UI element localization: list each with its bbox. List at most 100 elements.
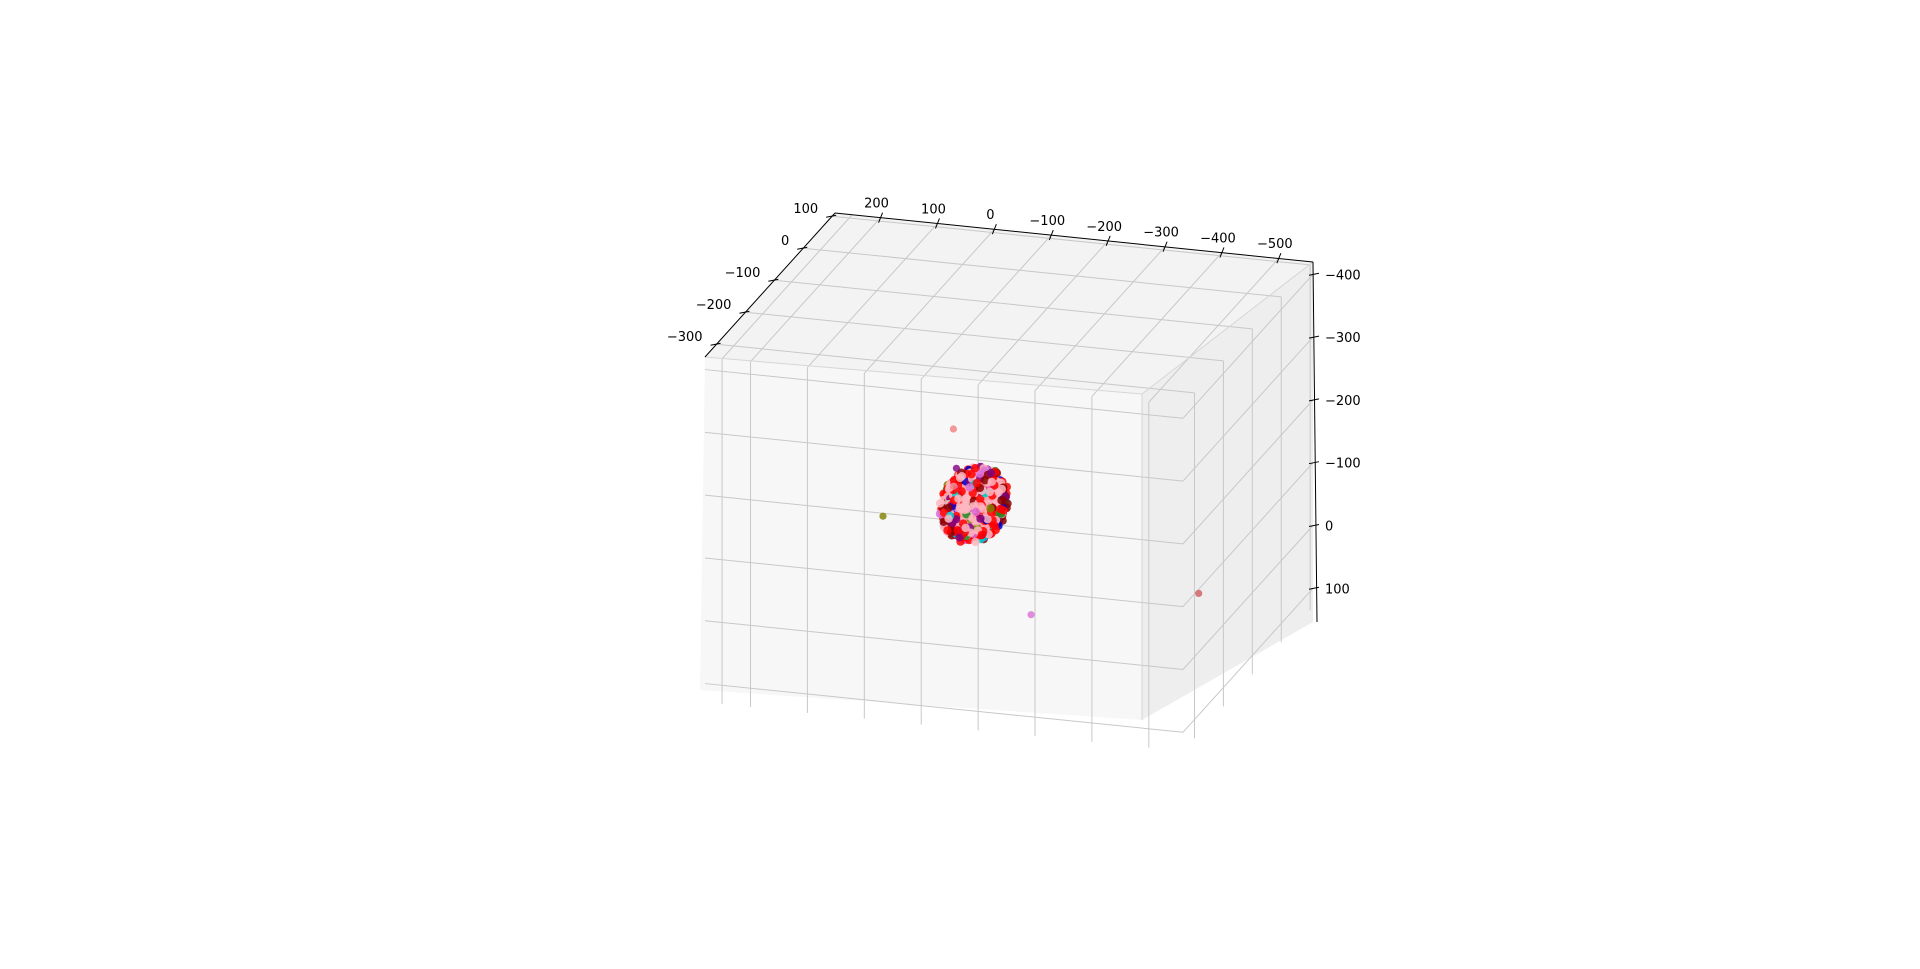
z-axis-line — [1312, 261, 1318, 623]
point — [990, 521, 999, 531]
point — [997, 496, 1006, 505]
x-axis-line — [834, 212, 1314, 263]
grid-line-y-top-0 — [832, 215, 1311, 266]
outlier-point-2 — [950, 482, 958, 490]
x-tick-label-7: −500 — [1257, 237, 1293, 252]
y-axis-line — [704, 212, 836, 358]
pane-edges — [704, 261, 1314, 720]
point — [967, 470, 976, 479]
point — [977, 530, 986, 540]
outlier-point-0 — [949, 425, 958, 433]
grid-line-z-side-3 — [1182, 462, 1314, 608]
point — [960, 503, 970, 512]
x-tick-label-5: −300 — [1143, 226, 1179, 241]
point — [962, 494, 971, 503]
outlier-point-4 — [1195, 589, 1203, 598]
point — [996, 504, 1005, 514]
point — [961, 523, 970, 533]
y-tick-label-2: −100 — [725, 266, 761, 281]
grid-line-x-top-2 — [807, 223, 938, 368]
grid-line-x-top-7 — [1091, 252, 1223, 397]
y-tick-label-0: 100 — [793, 202, 818, 217]
outlier-point-3 — [879, 512, 887, 520]
x-tick-label-2: 0 — [986, 208, 994, 223]
y-tick-0 — [826, 214, 837, 218]
x-tick-label-0: 200 — [864, 197, 889, 212]
outlier-point-5 — [1027, 611, 1035, 619]
point — [957, 472, 967, 481]
x-tick-6 — [1219, 247, 1225, 258]
y-tick-4 — [710, 342, 721, 346]
x-tick-label-6: −400 — [1200, 231, 1236, 246]
z-tick-label-1: −300 — [1325, 331, 1361, 346]
point — [976, 514, 985, 523]
point — [943, 526, 952, 535]
point — [983, 515, 992, 524]
grid-line-z-front-4 — [704, 620, 1184, 670]
z-tick-label-5: 100 — [1325, 582, 1350, 597]
x-tick-7 — [1276, 253, 1282, 264]
axis-spines — [704, 212, 1318, 623]
point — [972, 478, 981, 488]
x-tick-5 — [1162, 241, 1168, 252]
point — [994, 488, 1003, 497]
x-tick-label-1: 100 — [921, 202, 946, 217]
y-tick-label-4: −300 — [667, 330, 703, 345]
grid-line-z-front-5 — [704, 683, 1184, 733]
point — [985, 487, 994, 497]
point — [986, 504, 995, 513]
x-tick-label-3: −100 — [1029, 214, 1065, 229]
point — [987, 477, 996, 487]
z-tick-3 — [1308, 461, 1320, 465]
point — [980, 476, 989, 485]
point — [935, 499, 945, 508]
grid-line-x-top-0 — [721, 214, 853, 360]
top-pane — [705, 213, 1313, 394]
z-tick-label-0: −400 — [1325, 268, 1361, 283]
z-tick-0 — [1308, 272, 1320, 276]
point — [957, 487, 966, 496]
data-points — [879, 425, 1203, 619]
z-tick-2 — [1308, 398, 1320, 402]
outlier-point-1 — [952, 464, 961, 472]
y-tick-label-1: 0 — [781, 234, 789, 249]
x-tick-4 — [1105, 235, 1111, 247]
grid-line-y-top-1 — [803, 247, 1282, 298]
grid-line-z-side-0 — [1182, 273, 1314, 419]
grid-line-z-side-2 — [1182, 399, 1314, 545]
grid-line-x-top-1 — [750, 217, 881, 362]
y-tick-1 — [797, 246, 808, 250]
grid-line-z-front-0 — [704, 369, 1184, 419]
grid-line-z-front-1 — [704, 431, 1184, 482]
grid-line-y-top-3 — [745, 311, 1224, 362]
grid-line-z-side-1 — [1182, 336, 1314, 482]
grid-line-y-top-4 — [716, 343, 1195, 394]
y-tick-label-3: −200 — [696, 298, 732, 313]
point — [965, 483, 974, 492]
grid-lines — [704, 214, 1314, 748]
grid-line-x-top-5 — [977, 240, 1109, 386]
y-tick-2 — [768, 278, 779, 282]
side-pane — [1142, 262, 1313, 720]
axes-panes — [700, 213, 1313, 720]
tick-marks — [710, 212, 1320, 590]
point — [944, 514, 953, 523]
point — [971, 537, 980, 547]
x-tick-label-4: −200 — [1086, 220, 1122, 235]
point — [968, 514, 977, 523]
x-tick-2 — [991, 224, 997, 235]
point — [986, 468, 996, 478]
grid-line-x-top-4 — [920, 234, 1052, 380]
grid-line-z-front-3 — [704, 557, 1184, 608]
grid-line-x-top-6 — [1034, 246, 1166, 391]
z-tick-5 — [1308, 586, 1320, 590]
grid-line-x-top-3 — [863, 228, 995, 374]
tick-labels: 200 100 0 −100 −200 −300 −400 −500 100 0 −100 −200 −… — [667, 197, 1361, 598]
point — [953, 526, 962, 535]
y-tick-3 — [739, 310, 750, 314]
x-tick-1 — [935, 218, 940, 229]
z-tick-4 — [1308, 523, 1320, 527]
x-tick-0 — [878, 212, 884, 223]
point — [976, 494, 985, 503]
